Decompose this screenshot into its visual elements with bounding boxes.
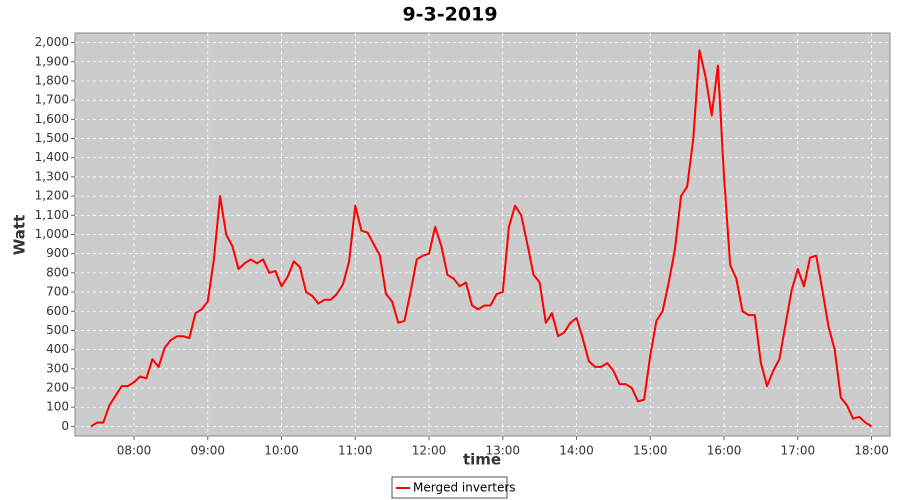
- y-tick-label: 200: [46, 381, 69, 395]
- x-tick-label: 18:00: [854, 444, 889, 458]
- x-tick-label: 16:00: [707, 444, 742, 458]
- x-tick-label: 14:00: [559, 444, 594, 458]
- y-tick-label: 600: [46, 304, 69, 318]
- y-axis-label: Watt: [11, 215, 29, 255]
- y-tick-label: 1,300: [35, 169, 69, 183]
- y-tick-label: 0: [61, 419, 69, 433]
- y-tick-label: 900: [46, 246, 69, 260]
- chart-title: 9-3-2019: [402, 4, 497, 26]
- x-tick-label: 11:00: [338, 444, 373, 458]
- legend-box: [391, 476, 508, 499]
- x-tick-label: 12:00: [412, 444, 447, 458]
- y-tick-label: 1,000: [35, 227, 69, 241]
- x-tick-label: 15:00: [633, 444, 668, 458]
- y-tick-label: 300: [46, 361, 69, 375]
- y-tick-label: 1,900: [35, 54, 69, 68]
- x-tick-label: 13:00: [485, 444, 520, 458]
- y-tick-label: 100: [46, 400, 69, 414]
- x-tick-label: 17:00: [781, 444, 816, 458]
- x-tick-label: 09:00: [190, 444, 225, 458]
- x-tick-label: 08:00: [117, 444, 152, 458]
- y-tick-label: 700: [46, 285, 69, 299]
- legend: Merged inverters: [391, 476, 516, 499]
- y-tick-label: 500: [46, 323, 69, 337]
- y-tick-label: 1,400: [35, 150, 69, 164]
- y-tick-label: 1,200: [35, 189, 69, 203]
- y-tick-label: 800: [46, 265, 69, 279]
- legend-label: Merged inverters: [413, 481, 516, 495]
- x-tick-label: 10:00: [264, 444, 299, 458]
- y-tick-label: 1,100: [35, 208, 69, 222]
- y-tick-label: 1,600: [35, 112, 69, 126]
- y-tick-label: 1,800: [35, 73, 69, 87]
- y-tick-label: 1,500: [35, 131, 69, 145]
- x-axis-label: time: [463, 451, 501, 469]
- y-tick-label: 1,700: [35, 93, 69, 107]
- y-tick-label: 400: [46, 342, 69, 356]
- y-tick-label: 2,000: [35, 35, 69, 49]
- data-line: [90, 49, 873, 428]
